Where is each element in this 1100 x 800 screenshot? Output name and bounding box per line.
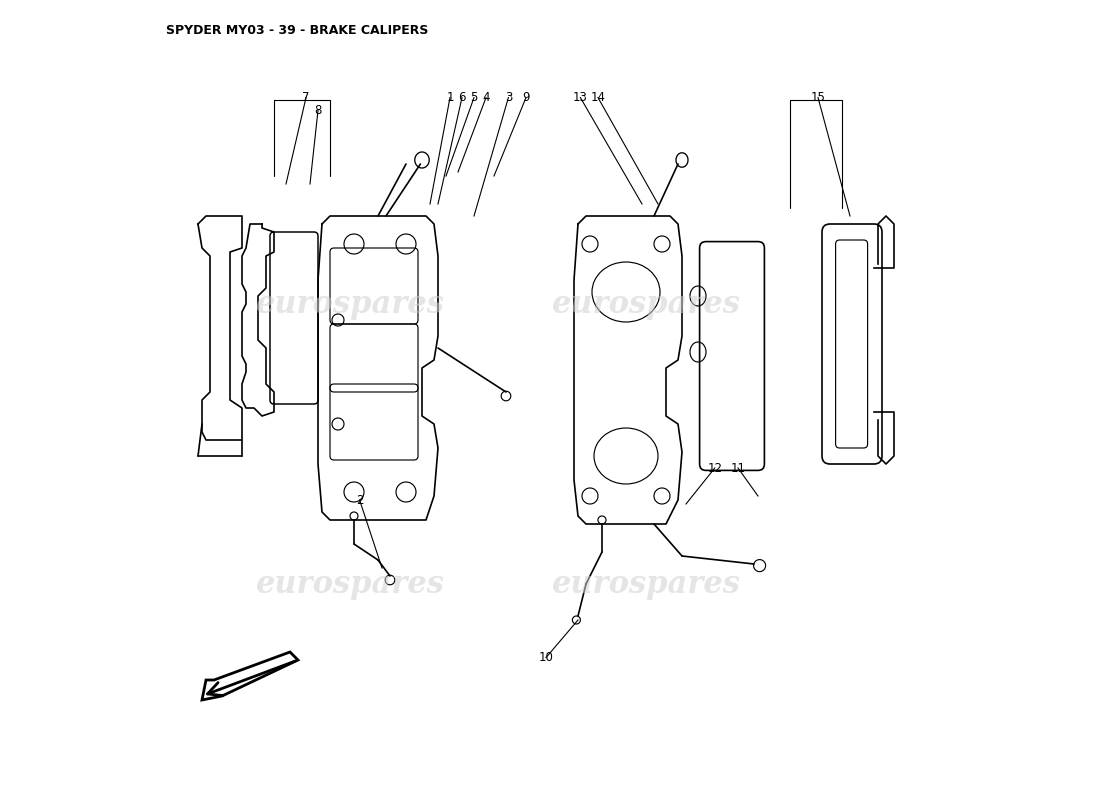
Text: eurospares: eurospares — [551, 569, 740, 599]
Text: 8: 8 — [315, 104, 321, 117]
Text: eurospares: eurospares — [551, 289, 740, 319]
Text: 13: 13 — [573, 91, 587, 104]
Text: 1: 1 — [447, 91, 453, 104]
Text: 15: 15 — [811, 91, 825, 104]
Text: 7: 7 — [302, 91, 310, 104]
Text: 4: 4 — [482, 91, 490, 104]
Text: 9: 9 — [522, 91, 530, 104]
Text: 14: 14 — [591, 91, 605, 104]
Text: 5: 5 — [471, 91, 477, 104]
Text: SPYDER MY03 - 39 - BRAKE CALIPERS: SPYDER MY03 - 39 - BRAKE CALIPERS — [166, 24, 428, 37]
Text: 2: 2 — [356, 494, 363, 506]
Text: 11: 11 — [730, 462, 746, 474]
Text: eurospares: eurospares — [255, 569, 444, 599]
Text: 10: 10 — [539, 651, 553, 664]
Polygon shape — [202, 652, 298, 700]
Text: 12: 12 — [707, 462, 723, 474]
Text: 6: 6 — [459, 91, 465, 104]
Text: 3: 3 — [505, 91, 513, 104]
Text: eurospares: eurospares — [255, 289, 444, 319]
